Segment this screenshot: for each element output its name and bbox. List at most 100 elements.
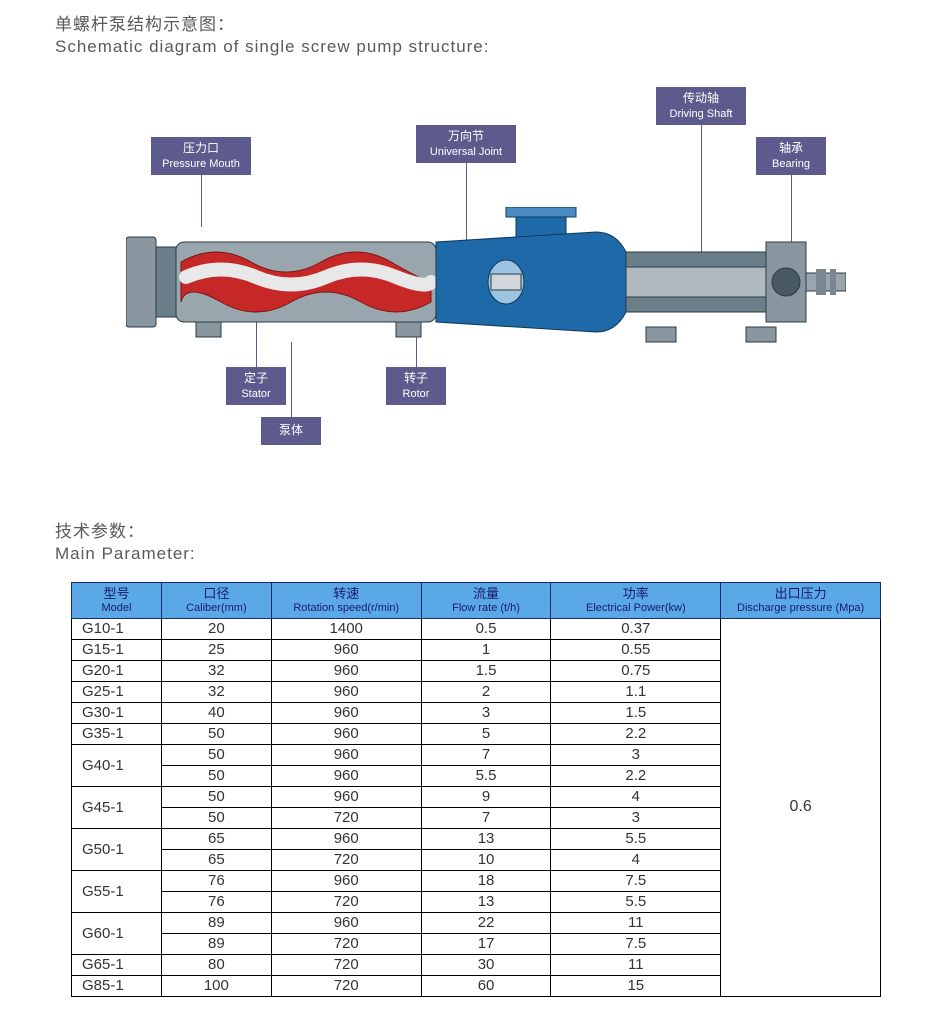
schematic-title-cn: 单螺杆泵结构示意图： — [55, 10, 897, 35]
label-stator-cn: 定子 — [236, 371, 276, 387]
cell-flow: 9 — [421, 786, 551, 807]
cell-flow: 7 — [421, 807, 551, 828]
label-universal-joint-cn: 万向节 — [426, 129, 506, 145]
cell-caliber: 50 — [161, 807, 271, 828]
cell-power: 0.75 — [551, 660, 721, 681]
cell-caliber: 40 — [161, 702, 271, 723]
cell-power: 2.2 — [551, 765, 721, 786]
cell-power: 7.5 — [551, 870, 721, 891]
cell-speed: 720 — [271, 807, 421, 828]
cell-power: 4 — [551, 849, 721, 870]
label-rotor-cn: 转子 — [396, 371, 436, 387]
th-caliber: 口径Caliber(mm) — [161, 583, 271, 619]
cell-power: 1.1 — [551, 681, 721, 702]
cell-caliber: 25 — [161, 639, 271, 660]
cell-speed: 960 — [271, 744, 421, 765]
param-title-en: Main Parameter: — [55, 544, 897, 564]
cell-power: 7.5 — [551, 933, 721, 954]
cell-model: G55-1 — [72, 870, 162, 912]
cell-caliber: 76 — [161, 891, 271, 912]
cell-caliber: 32 — [161, 681, 271, 702]
th-speed: 转速Rotation speed(r/min) — [271, 583, 421, 619]
cell-power: 5.5 — [551, 828, 721, 849]
cell-caliber: 80 — [161, 954, 271, 975]
cell-pressure: 0.6 — [721, 618, 881, 996]
label-stator: 定子 Stator — [226, 367, 286, 405]
th-flow: 流量Flow rate (t/h) — [421, 583, 551, 619]
cell-power: 0.37 — [551, 618, 721, 639]
cell-caliber: 32 — [161, 660, 271, 681]
cell-power: 3 — [551, 744, 721, 765]
cell-flow: 13 — [421, 891, 551, 912]
pump-illustration — [126, 207, 846, 357]
cell-caliber: 76 — [161, 870, 271, 891]
cell-caliber: 89 — [161, 933, 271, 954]
label-rotor: 转子 Rotor — [386, 367, 446, 405]
cell-model: G65-1 — [72, 954, 162, 975]
cell-flow: 17 — [421, 933, 551, 954]
cell-model: G50-1 — [72, 828, 162, 870]
cell-flow: 3 — [421, 702, 551, 723]
cell-flow: 10 — [421, 849, 551, 870]
cell-speed: 960 — [271, 702, 421, 723]
cell-caliber: 50 — [161, 765, 271, 786]
table-row: G10-12014000.50.370.6 — [72, 618, 881, 639]
label-pressure-mouth-cn: 压力口 — [161, 141, 241, 157]
cell-model: G10-1 — [72, 618, 162, 639]
cell-model: G60-1 — [72, 912, 162, 954]
label-pump-body: 泵体 — [261, 417, 321, 445]
cell-flow: 30 — [421, 954, 551, 975]
cell-power: 0.55 — [551, 639, 721, 660]
cell-model: G40-1 — [72, 744, 162, 786]
label-driving-shaft-en: Driving Shaft — [666, 107, 736, 121]
cell-speed: 960 — [271, 660, 421, 681]
cell-speed: 720 — [271, 975, 421, 996]
param-title-cn: 技术参数： — [55, 517, 897, 542]
cell-flow: 0.5 — [421, 618, 551, 639]
cell-flow: 5 — [421, 723, 551, 744]
th-model: 型号Model — [72, 583, 162, 619]
cell-speed: 960 — [271, 681, 421, 702]
cell-speed: 960 — [271, 723, 421, 744]
cell-flow: 5.5 — [421, 765, 551, 786]
cell-speed: 720 — [271, 891, 421, 912]
cell-power: 5.5 — [551, 891, 721, 912]
label-stator-en: Stator — [236, 387, 276, 401]
cell-flow: 2 — [421, 681, 551, 702]
cell-flow: 1 — [421, 639, 551, 660]
spec-table-body: G10-12014000.50.370.6G15-12596010.55G20-… — [72, 618, 881, 996]
cell-model: G25-1 — [72, 681, 162, 702]
label-pump-body-cn: 泵体 — [271, 423, 311, 439]
cell-power: 15 — [551, 975, 721, 996]
table-header-row: 型号Model 口径Caliber(mm) 转速Rotation speed(r… — [72, 583, 881, 619]
cell-caliber: 20 — [161, 618, 271, 639]
label-universal-joint-en: Universal Joint — [426, 145, 506, 159]
th-pressure: 出口压力Discharge pressure (Mpa) — [721, 583, 881, 619]
cell-flow: 60 — [421, 975, 551, 996]
cell-power: 1.5 — [551, 702, 721, 723]
label-driving-shaft: 传动轴 Driving Shaft — [656, 87, 746, 125]
cell-speed: 960 — [271, 786, 421, 807]
cell-caliber: 50 — [161, 723, 271, 744]
label-rotor-en: Rotor — [396, 387, 436, 401]
cell-model: G45-1 — [72, 786, 162, 828]
cell-speed: 960 — [271, 765, 421, 786]
pump-diagram: 压力口 Pressure Mouth 万向节 Universal Joint 传… — [86, 67, 866, 467]
cell-speed: 960 — [271, 912, 421, 933]
cell-power: 11 — [551, 912, 721, 933]
cell-speed: 960 — [271, 639, 421, 660]
cell-speed: 960 — [271, 828, 421, 849]
cell-caliber: 65 — [161, 828, 271, 849]
cell-caliber: 89 — [161, 912, 271, 933]
schematic-title-block: 单螺杆泵结构示意图： Schematic diagram of single s… — [55, 10, 897, 57]
cell-caliber: 65 — [161, 849, 271, 870]
label-universal-joint: 万向节 Universal Joint — [416, 125, 516, 163]
cell-model: G85-1 — [72, 975, 162, 996]
cell-power: 11 — [551, 954, 721, 975]
label-pressure-mouth-en: Pressure Mouth — [161, 157, 241, 171]
cell-flow: 7 — [421, 744, 551, 765]
cell-flow: 18 — [421, 870, 551, 891]
cell-flow: 22 — [421, 912, 551, 933]
th-power: 功率Electrical Power(kw) — [551, 583, 721, 619]
schematic-title-en: Schematic diagram of single screw pump s… — [55, 37, 897, 57]
